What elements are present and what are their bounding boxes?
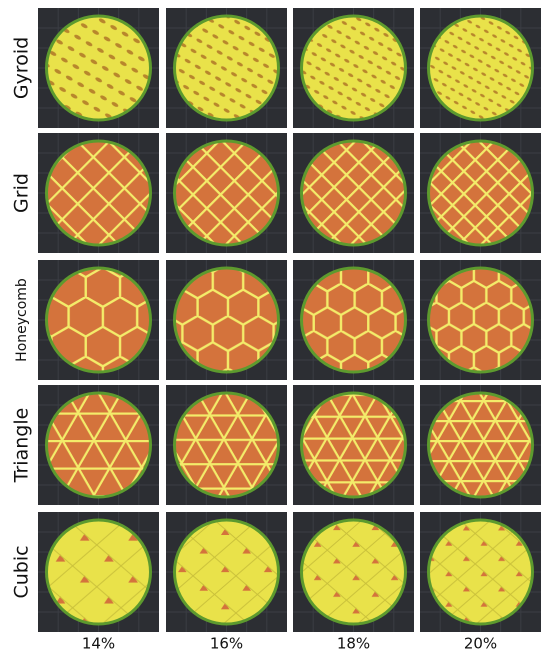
infill-layer	[301, 268, 406, 372]
infill	[301, 141, 406, 245]
infill-tile	[293, 260, 414, 380]
perimeter	[300, 139, 407, 247]
infill-tile	[420, 385, 541, 505]
infill-layer	[46, 520, 151, 624]
perimeter	[427, 518, 534, 626]
infill	[174, 16, 279, 120]
column-label: 20%	[464, 635, 497, 653]
infill	[301, 393, 406, 497]
perimeter	[300, 266, 407, 374]
infill-tile	[420, 512, 541, 632]
infill-layer	[428, 16, 533, 120]
perimeter	[427, 266, 534, 374]
infill-layer	[301, 520, 406, 624]
perimeter	[173, 14, 280, 122]
infill-layer	[174, 393, 279, 497]
perimeter	[45, 14, 152, 122]
infill	[428, 16, 533, 120]
infill-layer	[174, 520, 279, 624]
perimeter	[300, 391, 407, 499]
perimeter	[173, 139, 280, 247]
perimeter	[300, 14, 407, 122]
infill-layer	[46, 268, 151, 372]
infill-tile	[293, 385, 414, 505]
infill-tile	[293, 133, 414, 253]
infill	[428, 393, 533, 497]
infill	[174, 520, 279, 624]
infill-layer	[301, 16, 406, 120]
infill	[428, 141, 533, 245]
infill	[46, 268, 151, 372]
infill-layer	[301, 141, 406, 245]
row-label: Honeycomb	[14, 278, 30, 362]
infill-layer	[428, 520, 533, 624]
infill-tile	[38, 385, 159, 505]
infill-layer	[46, 16, 151, 120]
infill-layer	[428, 268, 533, 372]
row-label: Gyroid	[11, 37, 33, 99]
column-label: 18%	[337, 635, 370, 653]
infill-layer	[174, 141, 279, 245]
perimeter	[173, 518, 280, 626]
infill-layer	[174, 16, 279, 120]
infill-tile	[166, 512, 287, 632]
perimeter	[45, 139, 152, 247]
infill	[428, 520, 533, 624]
infill-tile	[420, 133, 541, 253]
infill	[46, 16, 151, 120]
perimeter	[45, 518, 152, 626]
infill	[174, 268, 279, 372]
infill	[174, 393, 279, 497]
perimeter	[45, 266, 152, 374]
infill-tile	[420, 8, 541, 128]
perimeter	[45, 391, 152, 499]
infill	[174, 141, 279, 245]
infill-tile	[38, 133, 159, 253]
infill-tile	[38, 512, 159, 632]
infill	[301, 268, 406, 372]
perimeter	[427, 139, 534, 247]
infill-layer	[301, 393, 406, 497]
infill-layer	[174, 268, 279, 372]
infill	[46, 141, 151, 245]
column-label: 16%	[210, 635, 243, 653]
infill-tile	[38, 8, 159, 128]
infill-tile	[166, 385, 287, 505]
infill-layer	[46, 141, 151, 245]
infill-tile	[293, 8, 414, 128]
infill-tile	[293, 512, 414, 632]
perimeter	[427, 14, 534, 122]
infill	[301, 520, 406, 624]
row-label: Cubic	[11, 545, 33, 598]
infill	[46, 393, 151, 497]
row-label: Triangle	[11, 408, 33, 484]
infill-tile	[166, 260, 287, 380]
infill-layer	[428, 141, 533, 245]
infill-tile	[38, 260, 159, 380]
perimeter	[300, 518, 407, 626]
infill-tile	[166, 8, 287, 128]
column-label: 14%	[82, 635, 115, 653]
infill	[428, 268, 533, 372]
infill-tile	[166, 133, 287, 253]
infill-tile	[420, 260, 541, 380]
perimeter	[427, 391, 534, 499]
infill-layer	[428, 393, 533, 497]
infill	[301, 16, 406, 120]
row-label: Grid	[11, 173, 33, 213]
perimeter	[173, 266, 280, 374]
perimeter	[173, 391, 280, 499]
infill-layer	[46, 393, 151, 497]
infill	[46, 520, 151, 624]
